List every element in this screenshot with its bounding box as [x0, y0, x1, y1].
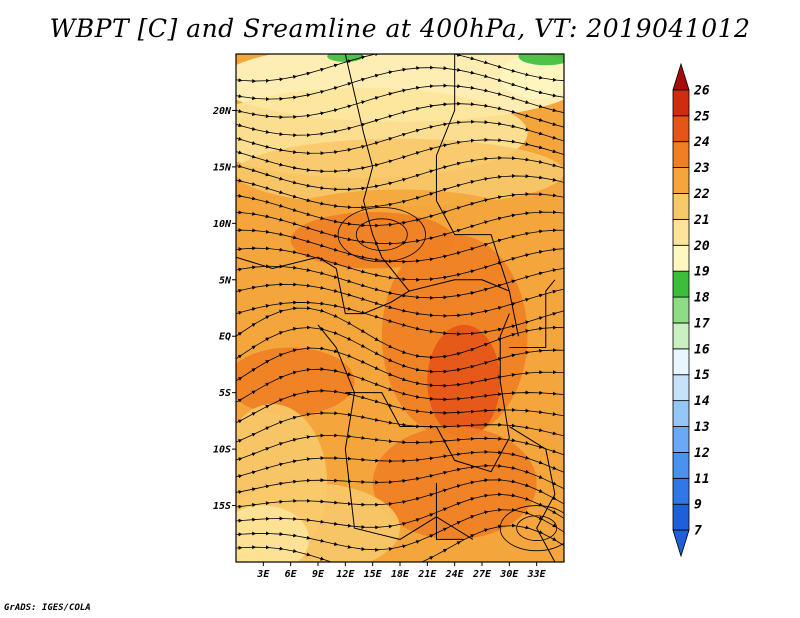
colorbar-label: 24: [693, 135, 710, 150]
lon-tick-label: 12E: [336, 569, 355, 580]
colorbar-label: 21: [693, 213, 710, 228]
lon-tick-label: 18E: [391, 569, 410, 580]
lat-tick-label: 10N: [213, 219, 232, 230]
lon-tick-label: 30E: [499, 569, 519, 580]
colorbar-bin-15: [672, 348, 690, 376]
field-region-9: [236, 347, 355, 416]
grads-credit: GrADS: IGES/COLA: [4, 603, 91, 613]
field-region-15: [327, 54, 364, 62]
colorbar-label: 19: [694, 265, 710, 280]
colorbar-bin-20: [672, 218, 690, 246]
lon-tick-label: 15E: [364, 569, 383, 580]
colorbar-bin-23: [672, 141, 690, 168]
colorbar-label: 18: [694, 291, 710, 306]
lon-tick-label: 9E: [312, 569, 325, 580]
streamline-29: [337, 207, 426, 263]
lat-tick-label: 15N: [213, 162, 232, 173]
colorbar-bin-16: [672, 322, 690, 350]
colorbar-label: 7: [694, 524, 702, 539]
chart-title: WBPT [C] and Sreamline at 400hPa, VT: 20…: [49, 14, 751, 43]
colorbar-bin-13: [672, 400, 690, 427]
colorbar-bin-7: [672, 503, 690, 531]
colorbar-label: 16: [694, 342, 710, 357]
colorbar-bin-25: [672, 89, 690, 117]
colorbar-bin-17: [672, 296, 690, 324]
colorbar-label: 26: [693, 83, 710, 98]
lon-tick-label: 27E: [472, 569, 492, 580]
streamline-23: [236, 449, 564, 479]
field-region-7: [427, 324, 501, 438]
colorbar-bin-11: [672, 452, 690, 479]
field-region-14: [518, 54, 564, 66]
lon-tick-label: 3E: [256, 569, 270, 580]
colorbar-label: 20: [693, 239, 710, 254]
lon-tick-label: 24E: [445, 569, 465, 580]
colorbar-bin-19: [672, 244, 690, 272]
streamline-20: [236, 388, 564, 424]
colorbar: 7 9 11 12 13 14 15 16 17 18 19 20 21 22 23 24 25 26: [672, 62, 710, 558]
colorbar-bin-12: [672, 426, 690, 453]
lat-tick-label: 5S: [219, 388, 231, 399]
lon-tick-label: 33E: [527, 569, 547, 580]
lat-tick-label: EQ: [219, 332, 231, 343]
temperature-field: [236, 54, 564, 562]
colorbar-bin-18: [672, 270, 690, 298]
streamline-30: [355, 218, 408, 251]
lat-tick-label: 10S: [213, 445, 231, 456]
colorbar-label: 25: [693, 109, 710, 124]
lon-tick-label: 21E: [417, 569, 437, 580]
colorbar-bin-14: [672, 374, 690, 402]
lat-tick-label: 20N: [212, 106, 232, 117]
longitude-axis: 3E 6E 9E 12E 15E 18E 21E 24E 27E 30E 33E: [256, 562, 547, 580]
colorbar-bin-22: [672, 167, 690, 194]
lat-tick-label: 5N: [219, 275, 232, 286]
colorbar-bin-9: [672, 477, 690, 505]
colorbar-label: 14: [694, 394, 710, 409]
colorbar-min-triangle: [672, 529, 690, 558]
colorbar-label: 22: [693, 187, 710, 202]
colorbar-label: 17: [694, 316, 710, 331]
streamline-28: [236, 523, 564, 562]
colorbar-label: 9: [694, 498, 702, 513]
colorbar-label: 11: [694, 472, 710, 487]
colorbar-bin-24: [672, 115, 690, 143]
colorbar-max-triangle: [672, 62, 690, 91]
streamline-32: [516, 515, 558, 541]
lon-tick-label: 6E: [285, 569, 298, 580]
colorbar-bin-21: [672, 193, 690, 220]
colorbar-label: 12: [694, 446, 710, 461]
colorbar-label: 15: [694, 368, 710, 383]
colorbar-label: 13: [694, 420, 710, 435]
streamline-21: [236, 410, 564, 443]
latitude-axis: 20N 15N 10N 5N EQ 5S 10S 15S: [212, 106, 236, 512]
streamline-22: [236, 433, 564, 462]
colorbar-label: 23: [693, 161, 710, 176]
streamline-31: [499, 505, 564, 552]
lat-tick-label: 15S: [213, 501, 231, 512]
